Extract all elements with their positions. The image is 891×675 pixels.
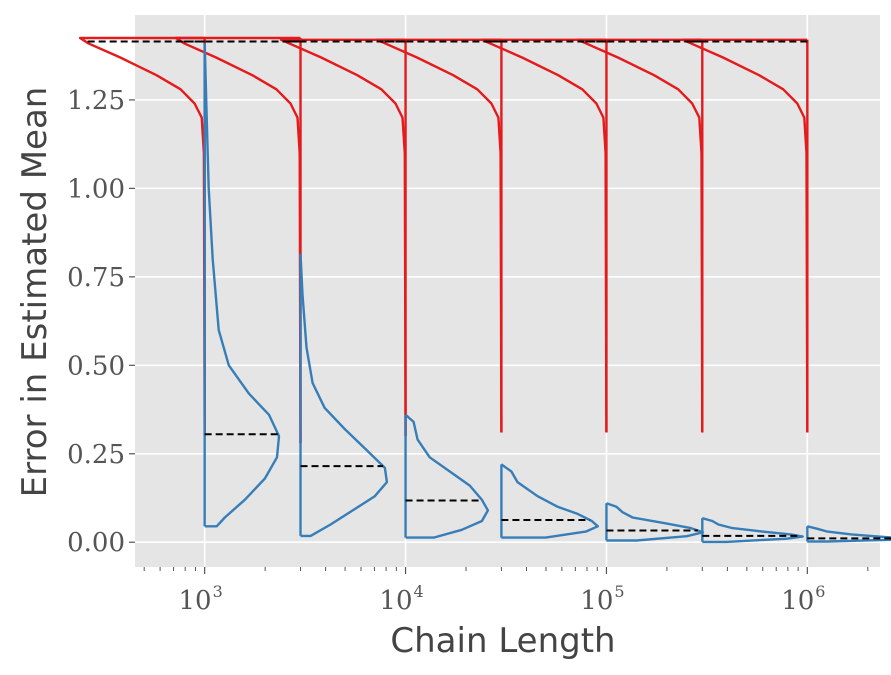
axis-ticks (129, 99, 869, 574)
blue-violin (500, 463, 599, 539)
y-tick-label: 0.25 (67, 440, 125, 470)
x-tick-label: 104 (379, 582, 423, 616)
x-tick-label: 106 (781, 582, 825, 616)
y-tick-label: 0.50 (67, 351, 125, 381)
blue-violin (807, 525, 891, 543)
x-tick-label: 105 (580, 582, 624, 616)
plot-background (135, 15, 880, 567)
blue-violin (701, 517, 804, 544)
y-tick-label: 0.75 (67, 263, 125, 293)
blue-violin (299, 253, 389, 538)
tick-labels: 0.00 0.25 0.50 0.75 1.00 1.25 103 104 105 106 (67, 86, 825, 616)
blue-violin (203, 43, 281, 528)
y-tick-label: 1.25 (67, 86, 125, 116)
blue-violin (606, 502, 705, 542)
violins (78, 36, 891, 544)
x-tick-label: 103 (179, 582, 223, 616)
red-violin (78, 36, 206, 437)
y-tick-label: 1.00 (67, 174, 125, 204)
blue-violin (404, 413, 490, 539)
y-axis-label: Error in Estimated Mean (15, 87, 55, 498)
y-tick-label: 0.00 (67, 528, 125, 558)
x-axis-label: Chain Length (390, 621, 615, 661)
